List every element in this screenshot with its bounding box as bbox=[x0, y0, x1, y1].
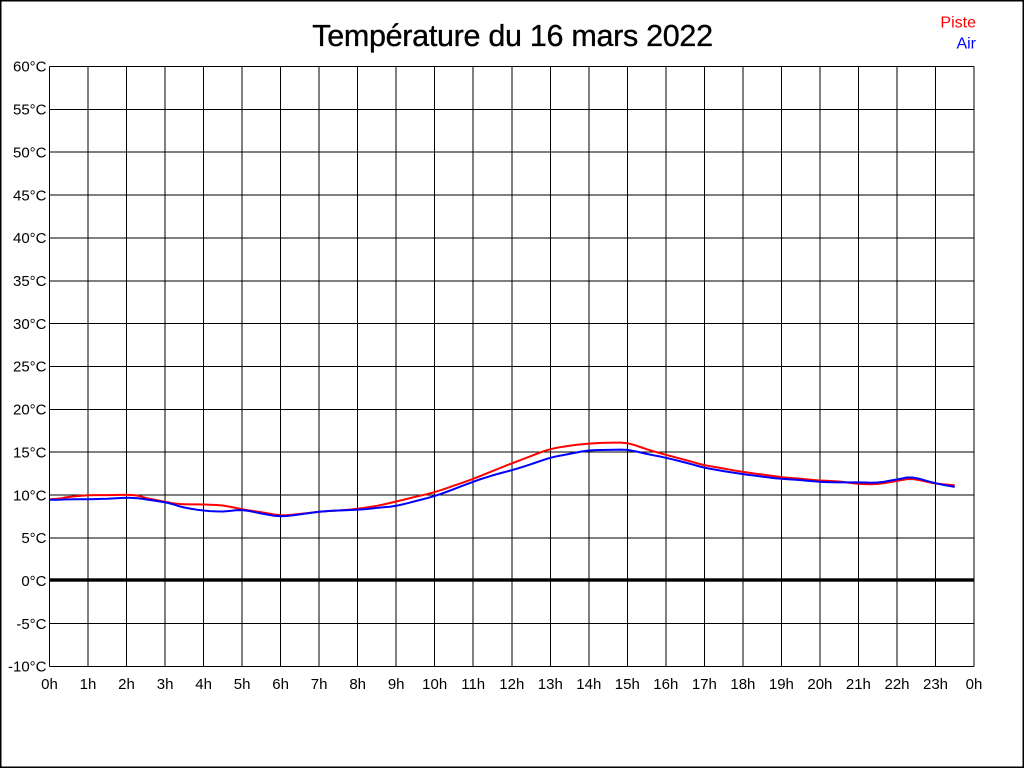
svg-text:2h: 2h bbox=[118, 676, 135, 693]
svg-text:Piste: Piste bbox=[940, 15, 976, 32]
svg-text:15°C: 15°C bbox=[13, 444, 47, 461]
svg-text:55°C: 55°C bbox=[13, 102, 47, 119]
svg-text:15h: 15h bbox=[615, 676, 640, 693]
svg-text:16h: 16h bbox=[653, 676, 678, 693]
svg-text:0°C: 0°C bbox=[21, 573, 46, 590]
svg-text:60°C: 60°C bbox=[13, 59, 47, 76]
svg-text:Air: Air bbox=[956, 36, 976, 53]
svg-text:10h: 10h bbox=[422, 676, 447, 693]
svg-text:19h: 19h bbox=[769, 676, 794, 693]
svg-text:13h: 13h bbox=[538, 676, 563, 693]
svg-text:-10°C: -10°C bbox=[8, 659, 47, 676]
svg-text:5h: 5h bbox=[234, 676, 251, 693]
svg-text:0h: 0h bbox=[41, 676, 58, 693]
svg-text:18h: 18h bbox=[730, 676, 755, 693]
svg-text:11h: 11h bbox=[461, 676, 485, 693]
svg-text:0h: 0h bbox=[966, 676, 983, 693]
svg-text:1h: 1h bbox=[80, 676, 97, 693]
svg-text:4h: 4h bbox=[195, 676, 212, 693]
svg-text:30°C: 30°C bbox=[13, 316, 47, 333]
svg-text:7h: 7h bbox=[311, 676, 328, 693]
svg-text:25°C: 25°C bbox=[13, 359, 47, 376]
svg-text:3h: 3h bbox=[157, 676, 174, 693]
svg-text:6h: 6h bbox=[272, 676, 289, 693]
svg-text:9h: 9h bbox=[388, 676, 405, 693]
svg-text:20°C: 20°C bbox=[13, 402, 47, 419]
svg-text:45°C: 45°C bbox=[13, 187, 47, 204]
svg-text:Température du 16 mars 2022: Température du 16 mars 2022 bbox=[312, 19, 713, 53]
svg-text:8h: 8h bbox=[349, 676, 366, 693]
svg-text:35°C: 35°C bbox=[13, 273, 47, 290]
svg-text:5°C: 5°C bbox=[21, 530, 46, 547]
svg-text:12h: 12h bbox=[499, 676, 524, 693]
svg-text:17h: 17h bbox=[692, 676, 717, 693]
svg-text:20h: 20h bbox=[807, 676, 832, 693]
svg-text:14h: 14h bbox=[576, 676, 601, 693]
svg-text:10°C: 10°C bbox=[13, 487, 47, 504]
svg-text:21h: 21h bbox=[846, 676, 871, 693]
svg-text:50°C: 50°C bbox=[13, 144, 47, 161]
svg-text:22h: 22h bbox=[884, 676, 909, 693]
svg-text:-5°C: -5°C bbox=[16, 616, 46, 633]
svg-text:23h: 23h bbox=[923, 676, 948, 693]
svg-text:40°C: 40°C bbox=[13, 230, 47, 247]
